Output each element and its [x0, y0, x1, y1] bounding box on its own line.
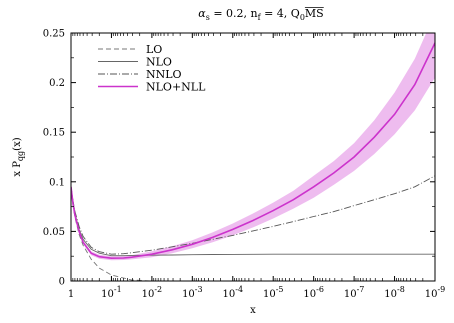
series-line-nlo: [71, 186, 435, 257]
y-tick-label: 0: [59, 277, 65, 288]
legend-label: NLO+NLL: [146, 81, 206, 94]
x-tick-label: 1: [68, 289, 74, 300]
x-tick-label: 10-2: [142, 285, 163, 300]
y-axis-label: x Pqg(x): [12, 137, 25, 176]
series-line-lo: [71, 186, 435, 281]
x-tick-label: 10-1: [101, 285, 122, 300]
plot-frame: [70, 32, 436, 282]
series-line-nlo-nll: [71, 42, 435, 260]
chart-title: αs = 0.2, nf = 4, Q0MS: [198, 7, 323, 22]
x-tick-label: 10-5: [263, 285, 284, 300]
series-layer: [71, 42, 435, 281]
x-tick-label: 10-3: [182, 285, 203, 300]
y-tick-label: 0.2: [49, 78, 65, 89]
x-tick-label: 10-8: [384, 285, 405, 300]
band-layer: [71, 33, 435, 261]
legend-label: LO: [146, 43, 162, 56]
y-axis: 0 0.05 0.1 0.15 0.2 0.25: [43, 29, 435, 288]
y-tick-label: 0.1: [49, 177, 65, 188]
x-axis-label: x: [250, 305, 256, 316]
legend-label: NNLO: [146, 68, 182, 81]
y-tick-label: 0.25: [43, 29, 65, 40]
legend-label: NLO: [146, 56, 172, 69]
x-tick-label: 10-9: [425, 285, 446, 300]
y-tick-label: 0.15: [43, 128, 65, 139]
series-line-nnlo: [71, 175, 435, 255]
nlo-nll-uncertainty-band: [71, 33, 435, 261]
x-tick-label: 10-4: [223, 285, 244, 300]
y-tick-label: 0.05: [43, 227, 65, 238]
x-axis: 1 10-1 10-2 10-3 10-4 10-5 10-6 10-7 10-8 10-9: [68, 33, 445, 300]
x-tick-label: 10-7: [344, 285, 365, 300]
x-tick-label: 10-6: [303, 285, 324, 300]
